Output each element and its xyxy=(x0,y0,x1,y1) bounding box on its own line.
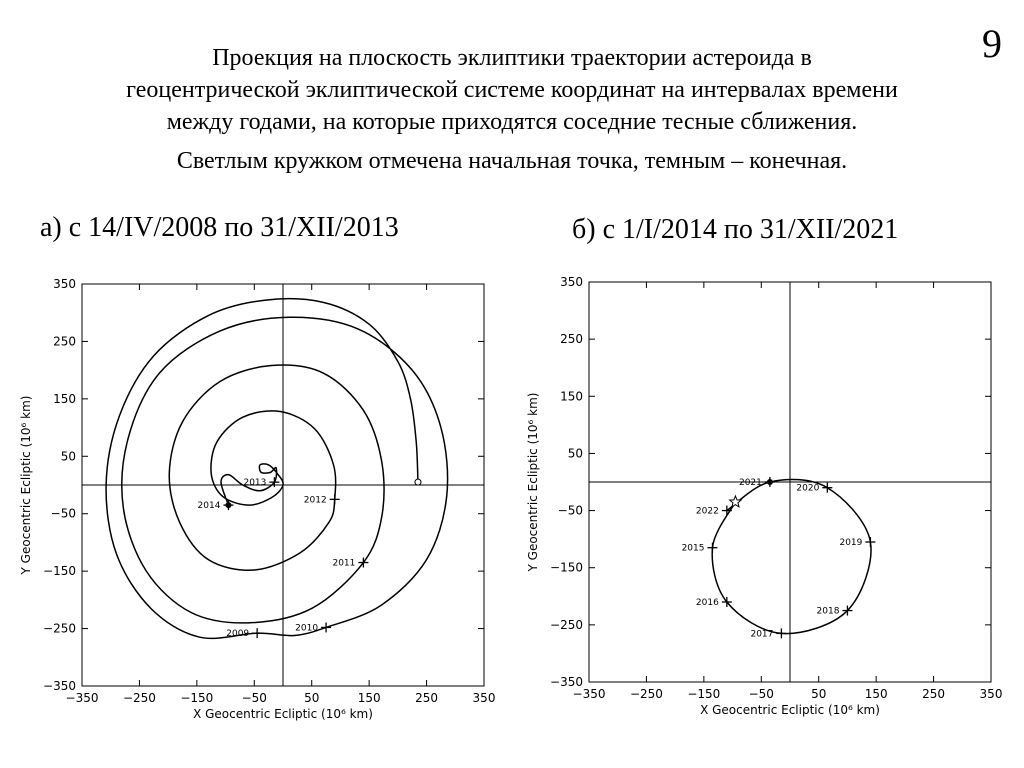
chart-b-y-tick-label: −50 xyxy=(558,504,583,518)
chart-a-year-label-2012: 2012 xyxy=(304,495,327,505)
chart-a-year-label-2013: 2013 xyxy=(243,478,266,488)
chart-a-y-tick-label: −150 xyxy=(43,564,76,578)
chart-a-x-tick-label: 250 xyxy=(415,691,438,705)
chart-a-x-tick-label: 50 xyxy=(304,691,319,705)
chart-a-x-tick-label: −150 xyxy=(180,691,213,705)
chart-a-year-label-2014: 2014 xyxy=(198,501,221,511)
chart-b-y-tick-label: 150 xyxy=(560,389,583,403)
chart-a-y-tick-label: −50 xyxy=(51,507,76,521)
chart-b-x-tick-label: 50 xyxy=(811,687,826,701)
chart-a-year-label-2010: 2010 xyxy=(295,623,318,633)
chart-a-y-tick-label: −350 xyxy=(43,679,76,693)
slide-caption: Светлым кружком отмечена начальная точка… xyxy=(176,148,848,174)
chart-a-x-tick-label: −350 xyxy=(66,691,99,705)
chart-b-y-tick-label: 50 xyxy=(568,446,583,460)
chart-a-end-point xyxy=(225,502,232,509)
chart-a-y-tick-label: 250 xyxy=(53,334,76,348)
chart-a-x-tick-label: 150 xyxy=(358,691,381,705)
chart-a-x-tick-label: 350 xyxy=(473,691,496,705)
chart-a-year-label-2011: 2011 xyxy=(332,559,355,569)
chart-b-x-tick-label: 350 xyxy=(980,687,1003,701)
chart-b-year-label-2017: 2017 xyxy=(750,629,773,639)
chart-a-subtitle: а) с 14/IV/2008 по 31/XII/2013 xyxy=(40,212,399,243)
slide-title: Проекция на плоскость эклиптики траектор… xyxy=(30,42,994,138)
chart-b-y-tick-label: −250 xyxy=(550,618,583,632)
chart-b-y-tick-label: 250 xyxy=(560,332,583,346)
chart-b-x-tick-label: −350 xyxy=(573,687,606,701)
chart-b-year-label-2015: 2015 xyxy=(682,544,705,554)
chart-b-year-label-2018: 2018 xyxy=(817,607,840,617)
chart-b-x-tick-label: 150 xyxy=(865,687,888,701)
chart-b-year-label-2020: 2020 xyxy=(796,484,819,494)
chart-b-year-label-2019: 2019 xyxy=(839,538,862,548)
chart-b-y-tick-label: 350 xyxy=(560,275,583,289)
chart-b-year-label-2021: 2021 xyxy=(739,478,762,488)
chart-a-x-axis-title: X Geocentric Ecliptic (10⁶ km) xyxy=(193,707,373,721)
chart-b-x-tick-label: −50 xyxy=(749,687,774,701)
chart-b-x-axis-title: X Geocentric Ecliptic (10⁶ km) xyxy=(700,703,880,717)
chart-b-y-tick-label: −150 xyxy=(550,561,583,575)
chart-b-end-point xyxy=(766,479,773,485)
title-line-3: между годами, на которые приходятся сосе… xyxy=(166,109,858,135)
chart-a-y-tick-label: 350 xyxy=(53,277,76,291)
slide-number: 9 xyxy=(982,21,1002,66)
chart-b-start-point xyxy=(728,494,743,509)
title-line-1: Проекция на плоскость эклиптики траектор… xyxy=(212,45,812,71)
chart-a-y-tick-label: 150 xyxy=(53,392,76,406)
chart-b-subtitle: б) с 1/I/2014 по 31/XII/2021 xyxy=(572,214,899,245)
chart-a-year-label-2009: 2009 xyxy=(226,629,249,639)
chart-b-year-label-2022: 2022 xyxy=(696,507,719,517)
chart-a-y-tick-label: 50 xyxy=(61,449,76,463)
chart-a-x-tick-label: −50 xyxy=(242,691,267,705)
chart-b-year-label-2016: 2016 xyxy=(696,598,719,608)
chart-a-trajectory-line xyxy=(105,298,449,640)
chart-a-x-tick-label: −250 xyxy=(123,691,156,705)
chart-a-y-axis-title: Y Geocentric Ecliptic (10⁶ km) xyxy=(19,396,33,576)
chart-b-x-tick-label: −150 xyxy=(687,687,720,701)
chart-b-x-tick-label: −250 xyxy=(630,687,663,701)
title-line-2: геоцентрической эклиптической системе ко… xyxy=(126,77,898,103)
chart-b-y-axis-title: Y Geocentric Ecliptic (10⁶ km) xyxy=(526,393,540,573)
chart-b-x-tick-label: 250 xyxy=(922,687,945,701)
chart-a-start-point xyxy=(414,478,422,486)
chart-a-y-tick-label: −250 xyxy=(43,622,76,636)
chart-b-y-tick-label: −350 xyxy=(550,675,583,689)
